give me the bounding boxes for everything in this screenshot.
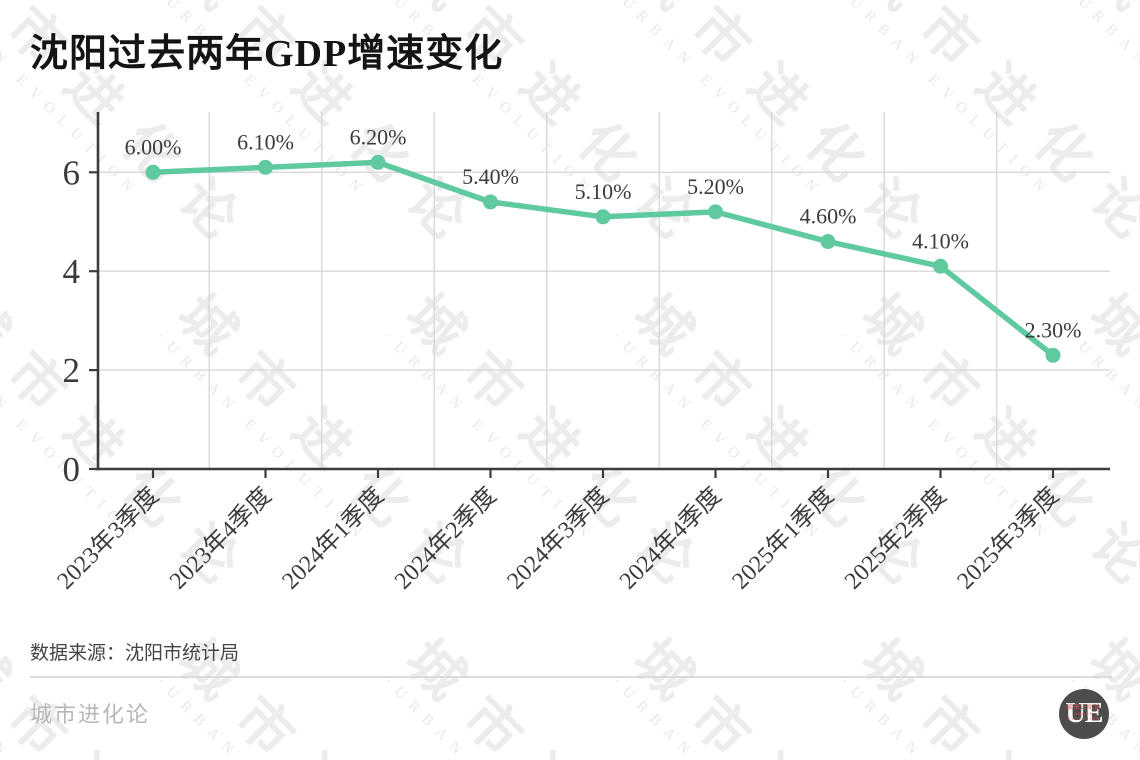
chart-title: 沈阳过去两年GDP增速变化 (30, 33, 504, 75)
logo-red-en: URBAN EVOLUTION (1067, 710, 1101, 721)
y-tick-label: 4 (63, 252, 81, 291)
y-tick-label: 6 (63, 153, 81, 192)
x-tick-label: 2024年4季度 (614, 482, 726, 594)
data-point (708, 204, 723, 220)
data-point-label: 5.40% (462, 164, 519, 189)
data-point-label: 2.30% (1025, 317, 1082, 342)
data-point (595, 209, 611, 225)
data-point-label: 5.10% (575, 179, 632, 204)
footer-divider (30, 676, 1112, 678)
x-tick-label: 2023年4季度 (164, 482, 276, 594)
data-point (933, 258, 948, 274)
data-point (258, 159, 273, 175)
data-point (820, 234, 836, 250)
data-point (1045, 347, 1061, 363)
data-source-note: 数据来源：沈阳市统计局 (30, 643, 240, 664)
x-tick-label: 2025年1季度 (727, 482, 839, 594)
data-point-label: 4.10% (912, 228, 969, 253)
data-point-label: 6.20% (350, 124, 407, 149)
x-tick-label: 2024年3季度 (502, 482, 614, 594)
x-tick-label: 2023年3季度 (52, 482, 164, 594)
x-tick-label: 2024年1季度 (277, 482, 389, 594)
data-point-label: 6.10% (237, 129, 294, 154)
data-point (483, 194, 498, 210)
data-point-label: 4.60% (800, 204, 857, 229)
data-point (145, 164, 161, 180)
logo-red-cn: 城市进化论 (1066, 704, 1102, 711)
logo-ue-monogram: UE (1065, 698, 1104, 729)
data-point (370, 154, 386, 170)
data-point-label: 6.00% (125, 134, 182, 159)
brand-name: 城市进化论 (30, 702, 151, 727)
logo-red-text: 城市进化论 URBAN EVOLUTION (1059, 705, 1109, 722)
y-tick-label: 2 (63, 351, 81, 390)
x-tick-label: 2025年3季度 (952, 482, 1064, 594)
x-tick-label: 2025年2季度 (839, 482, 951, 594)
x-tick-label: 2024年2季度 (389, 482, 501, 594)
brand-logo: UE 城市进化论 URBAN EVOLUTION (1059, 689, 1109, 739)
y-tick-label: 0 (63, 450, 81, 489)
data-point-label: 5.20% (687, 174, 744, 199)
